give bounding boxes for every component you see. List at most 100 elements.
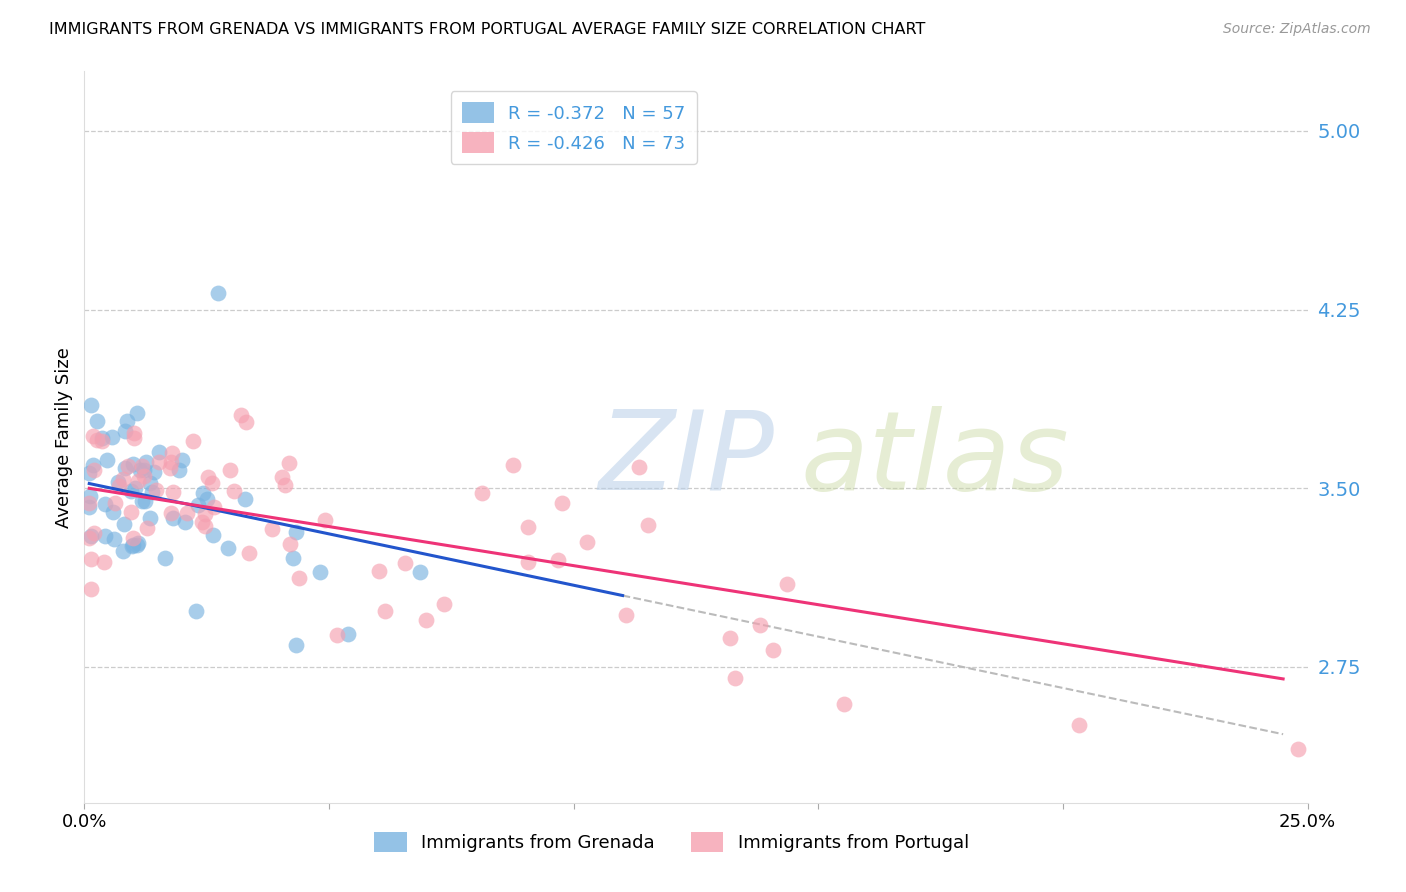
Point [86,434,108,448]
Point [77,500,100,514]
Point [502,458,524,473]
Point [238,546,260,560]
Text: atlas: atlas [800,406,1069,513]
Point [82,429,104,443]
Point [551,496,574,510]
Point [194,507,217,521]
Point [547,553,569,567]
Point [233,492,256,507]
Point [627,459,650,474]
Point [96,452,118,467]
Point [748,617,770,632]
Point [121,458,143,472]
Point [176,506,198,520]
Point [127,538,149,552]
Point [141,485,163,500]
Point [153,551,176,566]
Point [148,454,170,468]
Point [121,532,143,546]
Point [187,498,209,512]
Point [191,516,214,530]
Point [127,536,149,550]
Point [201,476,224,491]
Point [260,523,283,537]
Point [219,463,242,477]
Point [90,431,112,445]
Point [77,532,100,546]
Point [135,521,157,535]
Point [127,406,149,420]
Point [132,469,155,483]
Point [637,517,659,532]
Point [148,445,170,459]
Point [186,604,208,618]
Point [79,551,101,566]
Point [195,492,218,507]
Point [280,536,302,550]
Point [94,529,117,543]
Point [77,466,100,480]
Point [114,424,136,438]
Point [93,555,115,569]
Point [762,643,785,657]
Legend: Immigrants from Grenada, Immigrants from Portugal: Immigrants from Grenada, Immigrants from… [367,824,976,860]
Point [285,524,308,539]
Point [1067,718,1090,732]
Point [271,469,294,483]
Point [718,631,741,645]
Point [93,497,115,511]
Point [111,544,134,558]
Point [160,507,183,521]
Point [120,505,142,519]
Point [394,557,416,571]
Point [159,461,181,475]
Point [235,415,257,429]
Point [83,525,105,540]
Point [288,571,311,585]
Text: IMMIGRANTS FROM GRENADA VS IMMIGRANTS FROM PORTUGAL AVERAGE FAMILY SIZE CORRELAT: IMMIGRANTS FROM GRENADA VS IMMIGRANTS FR… [49,22,925,37]
Point [80,529,103,543]
Point [114,461,136,475]
Point [83,463,105,477]
Point [114,516,136,531]
Point [80,398,103,412]
Point [112,472,135,486]
Point [207,285,229,300]
Point [162,485,184,500]
Point [202,528,225,542]
Point [135,455,157,469]
Point [834,697,856,711]
Point [145,483,167,497]
Text: ZIP: ZIP [598,406,773,513]
Point [79,489,101,503]
Text: Source: ZipAtlas.com: Source: ZipAtlas.com [1223,22,1371,37]
Point [86,414,108,428]
Point [107,475,129,490]
Point [159,455,181,469]
Point [278,456,301,470]
Point [415,613,437,627]
Y-axis label: Average Family Size: Average Family Size [55,347,73,527]
Point [101,430,124,444]
Point [181,434,204,449]
Point [281,551,304,566]
Point [143,465,166,479]
Point [224,484,246,499]
Point [337,627,360,641]
Point [122,538,145,552]
Point [575,534,598,549]
Point [131,494,153,508]
Point [217,541,239,555]
Point [367,564,389,578]
Point [127,474,149,488]
Point [131,459,153,474]
Point [122,431,145,445]
Point [108,479,131,493]
Point [517,555,540,569]
Point [231,409,253,423]
Point [122,425,145,440]
Point [104,496,127,510]
Point [409,565,432,579]
Point [517,520,540,534]
Point [138,475,160,490]
